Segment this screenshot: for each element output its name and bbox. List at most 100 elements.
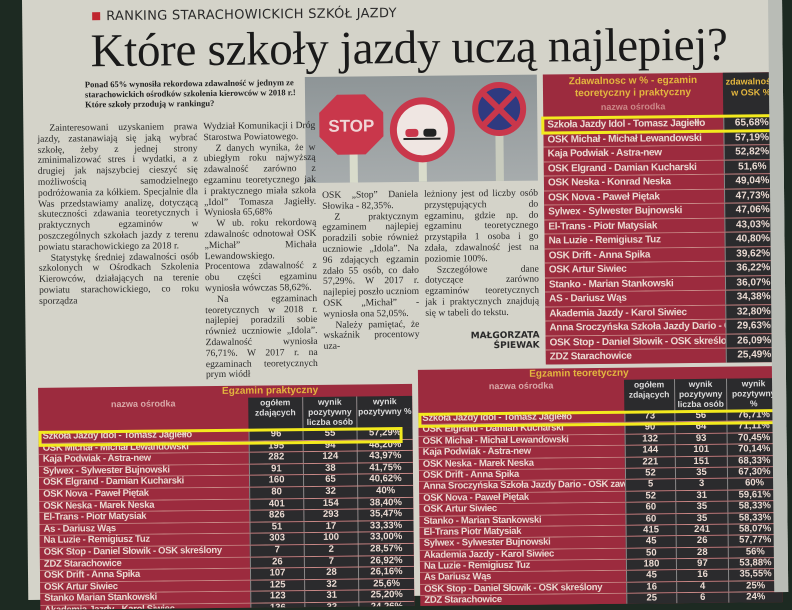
value-cell: 123 (250, 591, 305, 603)
value-cell: 144 (624, 445, 675, 457)
value-cell: 35 (675, 501, 728, 513)
value-cell: 90 (624, 422, 675, 434)
value-cell: 80 (249, 486, 304, 499)
value-cell: 32 (304, 578, 359, 591)
value-cell: 132 (624, 433, 675, 445)
value-cell: 101 (674, 444, 727, 456)
value-cell: 43,97% (356, 450, 413, 463)
value-cell: 38,40% (357, 497, 414, 509)
value-cell: 35 (674, 467, 728, 479)
value-cell: 52 (625, 490, 676, 502)
school-name-cell: OSK Drift - Anna Spika (418, 468, 626, 482)
value-cell: 154 (303, 497, 358, 510)
value-cell: 40% (357, 485, 414, 498)
value-cell: 38 (302, 463, 357, 475)
value-cell: 180 (625, 558, 677, 571)
school-name-cell: Sylwex - Sylwester Bujnowski (419, 537, 626, 550)
school-name-cell: OSK Neska - Marek Neska (418, 457, 625, 470)
value-cell: 33,33% (357, 520, 414, 532)
school-name-cell: Akademia Jazdy - Karol Siwiec (419, 548, 626, 561)
value-cell: 26 (675, 535, 728, 547)
value-cell: 5 (625, 479, 676, 491)
value-cell: 401 (249, 498, 304, 510)
paragraph: Wydział Komunikacji i Dróg Starostwa Pow… (203, 119, 316, 143)
school-name-cell: Anna Sroczyńska Szkoła Jazdy Dario - OSK… (545, 319, 726, 336)
school-name-cell: ZDZ Starachowice (39, 557, 250, 570)
value-cell: 6 (676, 592, 729, 604)
value-cell: 3 (675, 478, 728, 490)
school-name-cell: Stanko - Marian Stankowski (419, 514, 626, 527)
stop-sign-icon (319, 94, 384, 155)
school-name-cell: Kaja Podwiak - Astra-new (38, 452, 249, 466)
stop-sign-text: STOP (328, 116, 374, 135)
value-cell: 293 (303, 509, 358, 521)
value-cell: 45 (625, 536, 676, 548)
school-name-cell: ZDZ Starachowice (545, 348, 726, 365)
value-cell: 96 (248, 428, 303, 441)
value-cell: 40,62% (356, 473, 414, 486)
table-title: Zdawalnosc w % - egzamin teoretyczny i p… (568, 74, 698, 112)
value-cell: 48,20% (356, 439, 413, 451)
school-name-cell: OSK Drift - Anna Spika (544, 247, 725, 263)
paragraph: W ub. roku rekordową zdawalnośc odnotowa… (204, 217, 317, 295)
value-cell: 107 (249, 567, 305, 580)
school-name-cell: Stanko - Marian Stankowski (544, 276, 726, 292)
value-cell: 25 (626, 593, 677, 605)
value-cell: 2 (303, 544, 358, 556)
school-name-cell: As - Dariusz Wąs (39, 522, 250, 536)
column-header: wynik pozytywny % (356, 395, 413, 429)
value-cell: 65 (302, 474, 358, 487)
value-cell: 73 (624, 410, 675, 423)
school-name-cell: Szkoła Jazdy Idol - Tomasz Jagiełło (38, 429, 249, 443)
school-name-cell: OSK Neska - Marek Neska (39, 499, 250, 513)
value-cell: 25,6% (358, 578, 415, 590)
school-name-cell: Na Luzie - Remigiusz Tuz (419, 559, 627, 573)
school-name-cell: El-Trans - Piotr Matysiak (39, 510, 250, 524)
school-name-cell: Kaja Podwiak - Astra-new (418, 445, 625, 459)
paragraph: OSK „Stop” Daniela Słowika - 82,35%. (322, 188, 419, 212)
column-header: ogółem zdających (624, 379, 675, 412)
value-cell: 28 (675, 547, 728, 559)
value-cell: 97 (675, 558, 728, 570)
newspaper-page: RANKING STARACHOWICKICH SZKÓŁ JAZDY Któr… (22, 0, 789, 610)
value-cell: 160 (248, 475, 304, 487)
value-cell: 56 (674, 410, 727, 422)
school-name-cell: Anna Sroczyńska Szkoła Jazdy Dario - OSK… (419, 480, 626, 493)
table-row: ZDZ Starachowice 25,49% (545, 348, 782, 365)
value-cell: 33,00% (357, 531, 414, 544)
school-name-cell: Akademia Jazdy - Karol Siwiec (40, 603, 251, 610)
column-header: wynik pozytywny liczba osób (674, 378, 727, 412)
school-name-cell: Szkoła Jazdy Idol - Tomasz Jagiełło (543, 116, 724, 133)
value-cell: 60 (625, 513, 676, 525)
school-name-cell: Na Luzie - Remigiusz Tuz (544, 232, 725, 249)
school-name-cell: As Dariusz Wąs (420, 571, 627, 584)
value-cell: 303 (249, 533, 304, 545)
paragraph: Na egzaminach teoretycznych w 2018 r. na… (205, 292, 318, 381)
value-cell: 24,26% (358, 601, 415, 610)
paragraph: Należy pamiętać, że wskaźnik procentowy … (323, 318, 420, 353)
column-header: nazwa ośrodka (110, 398, 176, 410)
value-cell: 94 (302, 439, 357, 452)
school-name-cell: Stanko Marian Stankowski (40, 591, 251, 605)
value-cell: 195 (248, 440, 303, 452)
article-column-1: Zainteresowani uzyskaniem prawa jazdy, z… (37, 121, 200, 307)
value-cell: 4 (676, 581, 729, 593)
paragraph: Statystykę średniej zdawalności osób szk… (38, 250, 200, 307)
value-cell: 125 (250, 579, 305, 591)
value-cell: 51 (249, 521, 304, 533)
school-name-cell: Kaja Podwiak - Astra-new (543, 145, 724, 162)
school-name-cell: OSK Artur Siwiec (40, 580, 251, 594)
value-cell: 33 (304, 602, 359, 610)
school-name-cell: OSK Artur Siwiec (419, 502, 626, 516)
school-name-cell: Sylwex - Sylwester Bujnowski (544, 203, 725, 220)
paragraph: Zainteresowani uzyskaniem prawa jazdy, z… (37, 121, 199, 253)
author-byline: MAŁGORZATA ŚPIEWAK (470, 330, 540, 351)
headline: Które szkoły jazdy uczą najlepiej? (90, 18, 728, 78)
kicker-text: RANKING STARACHOWICKICH SZKÓŁ JAZDY (106, 6, 397, 25)
value-cell: 26,92% (357, 555, 414, 567)
value-cell: 50 (625, 547, 676, 559)
school-name-cell: OSK Nova - Paweł Piętak (544, 189, 725, 205)
school-name-cell: OSK Elgrand - Damian Kucharski (543, 160, 724, 176)
value-cell: 45 (626, 570, 677, 582)
paragraph: leżniony jest od liczby osób przystępują… (423, 187, 539, 265)
